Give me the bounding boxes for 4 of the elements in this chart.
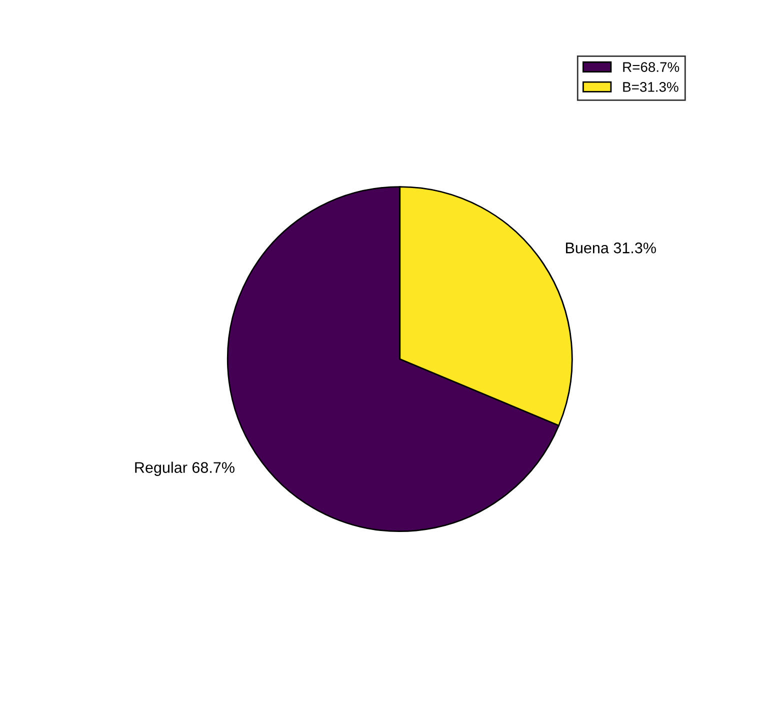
legend-label: B=31.3% bbox=[623, 82, 678, 92]
data-label: Regular 68.7% bbox=[135, 462, 234, 476]
legend-label: R=68.7% bbox=[623, 62, 680, 72]
data-label: Buena 31.3% bbox=[566, 242, 656, 254]
